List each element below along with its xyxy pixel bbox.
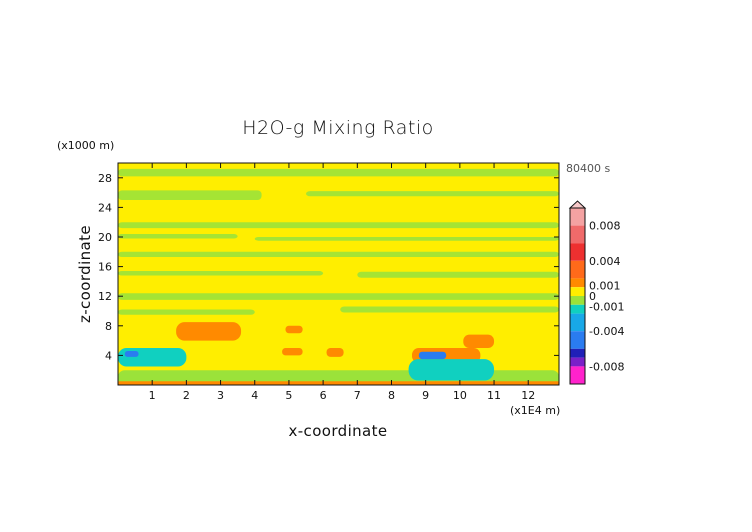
field-region [326, 348, 344, 357]
y-tick-label: 8 [105, 320, 112, 333]
colorbar-label: -0.004 [589, 325, 624, 338]
field-streak [357, 271, 559, 278]
colorbar-band [570, 313, 585, 332]
x-tick-label: 2 [183, 389, 190, 402]
colorbar-label: -0.001 [589, 301, 624, 314]
colorbar-band [570, 296, 585, 305]
y-tick-label: 4 [105, 349, 112, 362]
colorbar-band [570, 348, 585, 358]
field-region [118, 381, 559, 385]
field-region [124, 350, 139, 357]
colorbar-label: 0 [589, 290, 596, 303]
colorbar-label: 0.004 [589, 255, 621, 268]
x-tick-label: 12 [521, 389, 535, 402]
time-label: 80400 s [566, 162, 610, 175]
field-region [463, 334, 495, 348]
colorbar-band [570, 366, 585, 384]
colorbar-label: 0.008 [589, 220, 621, 233]
colorbar-band [570, 243, 585, 261]
field-region [408, 359, 495, 381]
x-tick-label: 8 [388, 389, 395, 402]
y-tick-label: 20 [98, 231, 112, 244]
field-streak [118, 222, 559, 229]
plot-frame [117, 162, 560, 386]
field-region [285, 325, 303, 334]
colorbar-band [570, 225, 585, 244]
field-streak [118, 251, 559, 257]
chart-title: H2O-g Mixing Ratio [242, 117, 434, 139]
x-tick-label: 11 [487, 389, 501, 402]
x-tick-label: 6 [320, 389, 327, 402]
field-region [176, 322, 242, 341]
x-unit-label: (x1E4 m) [510, 404, 560, 417]
x-tick-label: 9 [422, 389, 429, 402]
x-tick-label: 5 [285, 389, 292, 402]
y-tick-label: 24 [98, 201, 112, 214]
y-unit-label: (x1000 m) [57, 139, 114, 152]
field-streak [118, 293, 559, 300]
field-region [418, 351, 447, 360]
x-axis-label: x-coordinate [288, 422, 387, 440]
field-streak [254, 237, 559, 241]
y-axis-label: z-coordinate [76, 225, 94, 323]
colorbar-band [570, 357, 585, 367]
field-streak [118, 309, 255, 315]
x-tick-label: 10 [453, 389, 467, 402]
colorbar-label: 0.001 [589, 279, 621, 292]
y-tick-label: 28 [98, 172, 112, 185]
colorbar-band [570, 304, 585, 314]
y-tick-label: 16 [98, 261, 112, 274]
x-tick-label: 4 [251, 389, 258, 402]
colorbar-band [570, 260, 585, 279]
field-region [118, 348, 187, 367]
colorbar-band [570, 287, 585, 296]
y-tick-label: 12 [98, 290, 112, 303]
colorbar-max-arrow [568, 200, 587, 209]
colorbar-band [570, 278, 585, 288]
x-tick-label: 3 [217, 389, 224, 402]
colorbar-band [570, 208, 585, 226]
field-region [282, 348, 303, 356]
field-streak [118, 190, 262, 200]
field-streak [340, 306, 559, 313]
x-tick-label: 7 [354, 389, 361, 402]
field-streak [118, 234, 238, 239]
heatmap-field [118, 163, 559, 385]
field-streak [118, 271, 324, 276]
field-streak [118, 168, 559, 177]
field-streak [306, 191, 559, 197]
colorbar-band [570, 331, 585, 349]
x-tick-label: 1 [149, 389, 156, 402]
colorbar-label: -0.008 [589, 360, 624, 373]
